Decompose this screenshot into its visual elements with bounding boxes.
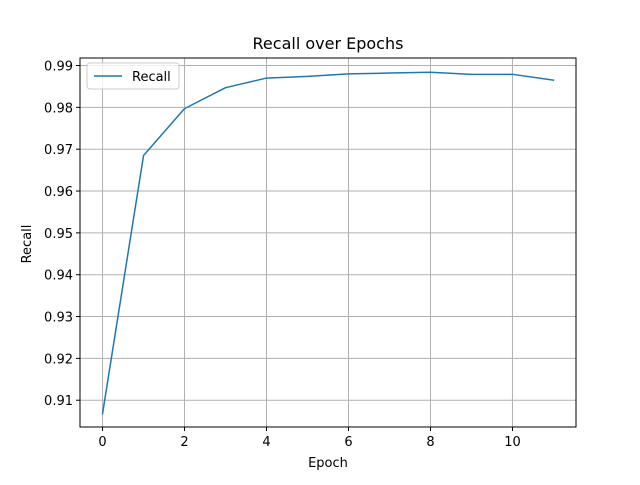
y-tick-label: 0.95 xyxy=(44,227,73,242)
legend: Recall xyxy=(86,62,180,90)
x-tick-label: 2 xyxy=(180,435,188,450)
legend-label: Recall xyxy=(132,70,171,85)
y-tick-label: 0.97 xyxy=(44,143,73,158)
x-tick-label: 0 xyxy=(98,435,106,450)
y-tick-label: 0.93 xyxy=(44,311,73,326)
grid-lines xyxy=(80,58,576,427)
y-tick-label: 0.99 xyxy=(44,60,73,75)
y-tick-label: 0.92 xyxy=(44,352,73,367)
y-axis-label: Recall xyxy=(20,225,35,264)
y-tick-label: 0.94 xyxy=(44,269,73,284)
y-tick-label: 0.96 xyxy=(44,185,73,200)
series-line-recall xyxy=(101,71,555,415)
axis-ticks: 0 2 4 6 8 10 0.91 0.92 0.93 0.94 0.95 0.96 0.97 0.98 0… xyxy=(44,60,521,450)
x-tick-label: 10 xyxy=(504,435,521,450)
y-tick-label: 0.98 xyxy=(44,101,73,116)
chart-title: Recall over Epochs xyxy=(253,34,404,53)
plot-frame xyxy=(79,57,577,428)
series-layer xyxy=(101,71,555,415)
x-tick-label: 8 xyxy=(426,435,434,450)
x-axis-label: Epoch xyxy=(308,456,348,471)
x-tick-label: 4 xyxy=(262,435,270,450)
legend-box xyxy=(86,62,180,90)
y-tick-label: 0.91 xyxy=(44,394,73,409)
x-tick-label: 6 xyxy=(344,435,352,450)
